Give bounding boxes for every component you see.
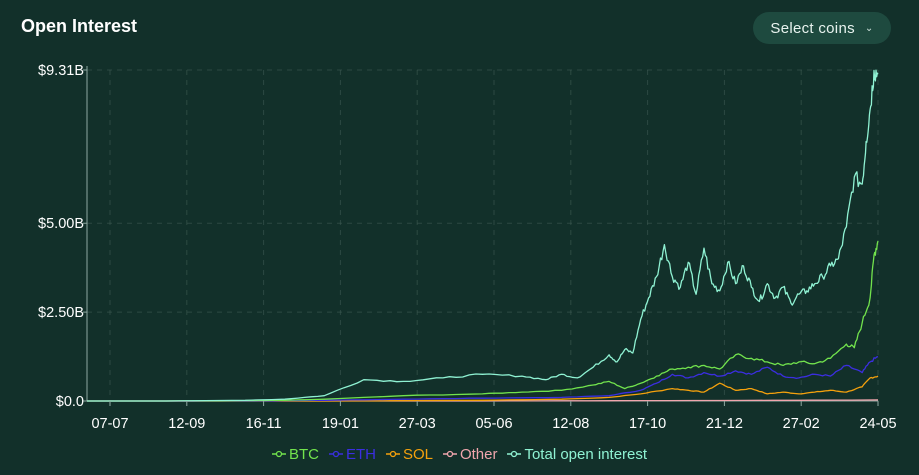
legend-label: Total open interest <box>524 445 648 463</box>
x-tick-label: 24-05 <box>859 416 896 432</box>
chevron-down-icon: ⌄ <box>864 22 874 34</box>
x-tick-label: 07-07 <box>91 416 128 432</box>
y-tick-label: $5.00B <box>38 216 84 232</box>
x-tick-label: 12-08 <box>552 416 589 432</box>
legend-item-btc[interactable]: BTC <box>271 445 319 463</box>
legend-item-other[interactable]: Other <box>442 445 498 463</box>
y-tick-label: $0.0 <box>56 394 84 410</box>
legend-marker-icon <box>442 450 457 458</box>
chart-grid <box>87 69 879 402</box>
x-axis-ticks: 07-07 12-09 16-11 19-01 27-03 05-06 12-08 17-10… <box>91 401 897 432</box>
x-tick-label: 21-12 <box>706 416 743 432</box>
legend-item-eth[interactable]: ETH <box>328 445 376 463</box>
x-tick-label: 16-11 <box>246 416 282 432</box>
chart-title: Open Interest <box>21 16 138 36</box>
legend-marker-icon <box>385 450 400 458</box>
series-line-total-open-interest <box>87 69 879 402</box>
legend-marker-icon <box>507 450 522 458</box>
legend-marker-icon <box>328 450 343 458</box>
y-tick-label: $2.50B <box>38 305 84 321</box>
series-line-btc <box>87 240 879 402</box>
chart-axes <box>86 66 878 402</box>
x-tick-label: 27-02 <box>783 416 820 432</box>
legend-label: BTC <box>288 445 319 463</box>
legend-item-total-open-interest[interactable]: Total open interest <box>507 446 647 463</box>
legend-label: Other <box>459 445 498 463</box>
open-interest-chart: $0.0 $2.50B $5.00B $9.31B 07-07 12-09 16-11 19… <box>38 63 897 432</box>
select-coins-label: Select coins <box>770 19 855 37</box>
select-coins-button[interactable]: Select coins ⌄ <box>753 12 891 44</box>
x-tick-label: 17-10 <box>629 416 666 432</box>
x-tick-label: 27-03 <box>399 416 436 432</box>
legend-label: ETH <box>345 445 376 463</box>
x-tick-label: 05-06 <box>475 416 512 432</box>
x-tick-label: 12-09 <box>168 416 205 432</box>
y-tick-label: $9.31B <box>38 63 84 79</box>
legend-label: SOL <box>402 445 433 463</box>
legend-marker-icon <box>271 450 286 458</box>
legend-item-sol[interactable]: SOL <box>385 445 433 463</box>
chart-series <box>87 69 879 402</box>
y-axis-ticks: $0.0 $2.50B $5.00B $9.31B <box>38 63 87 410</box>
chart-legend: BTC ETH SOL Other Total open interest <box>0 444 919 464</box>
x-tick-label: 19-01 <box>322 416 359 432</box>
series-line-eth <box>87 355 879 402</box>
series-line-sol <box>87 375 879 402</box>
